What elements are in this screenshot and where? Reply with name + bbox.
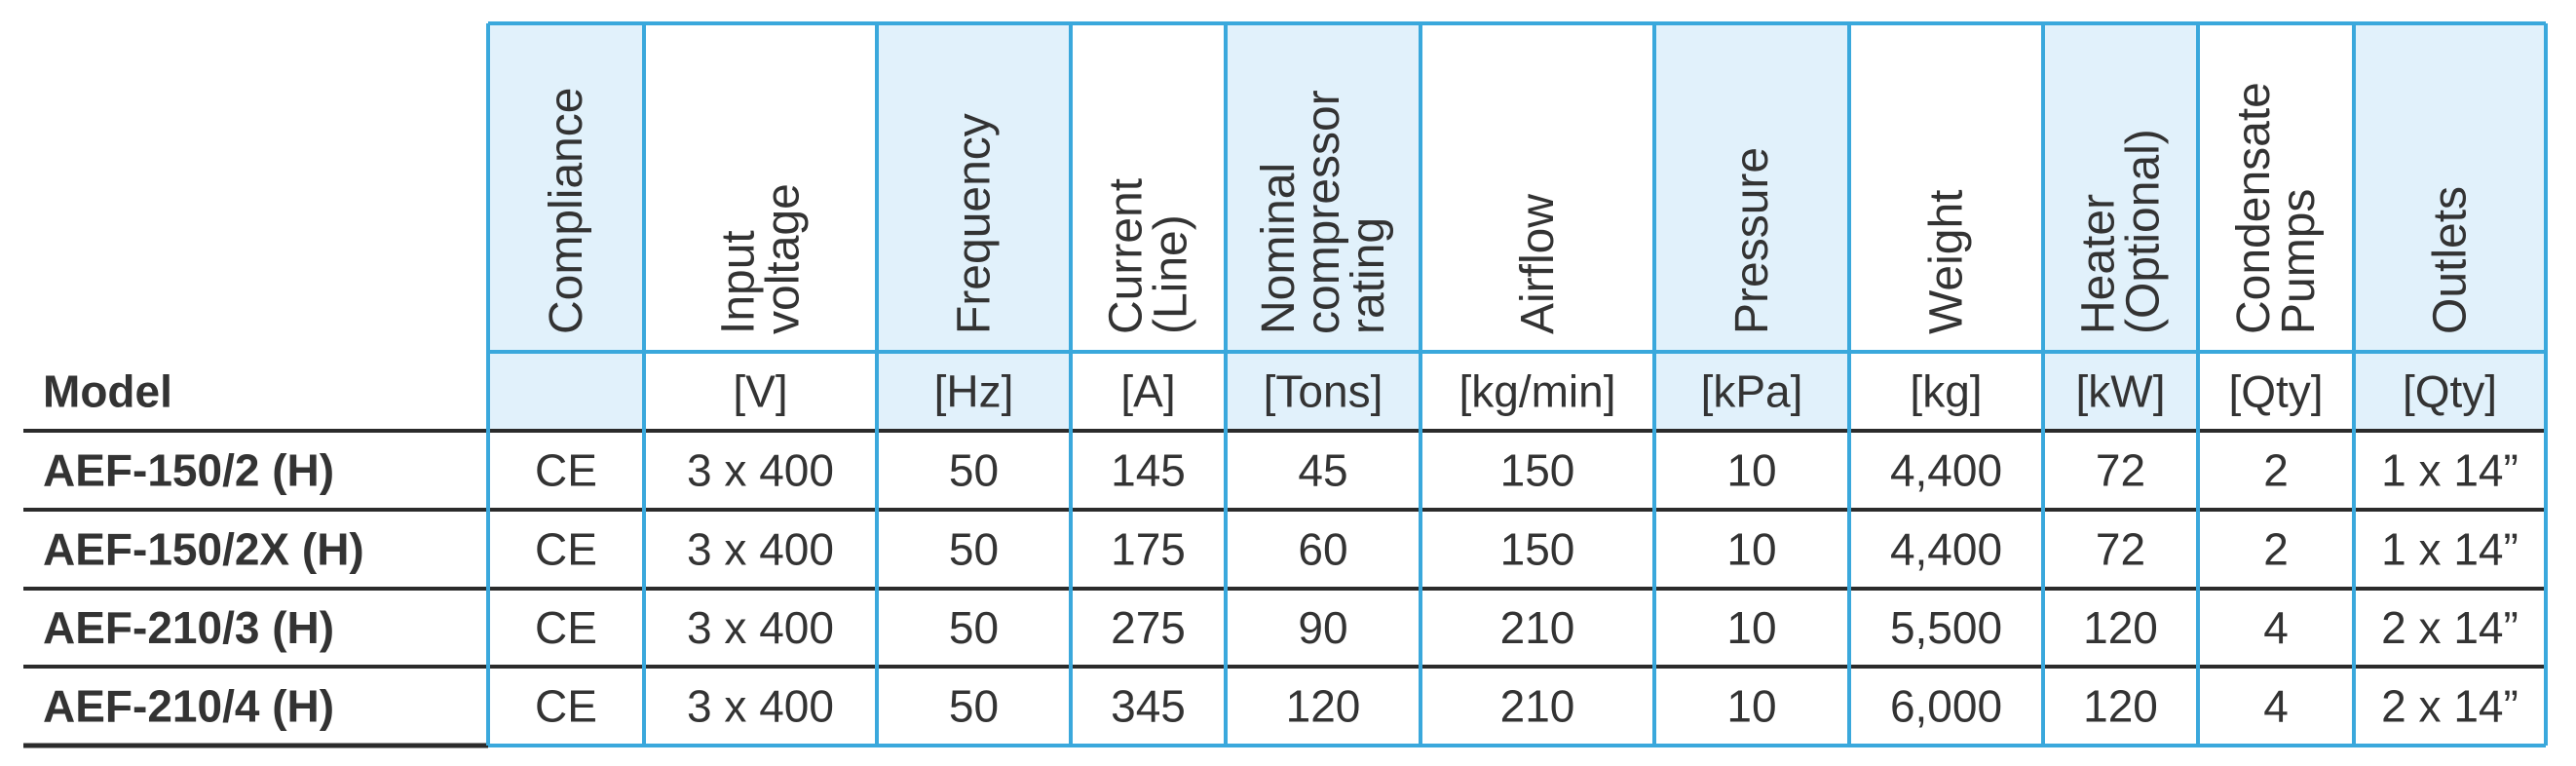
cell-value: 150	[1500, 445, 1575, 496]
model-name: AEF-150/2X (H)	[43, 524, 364, 575]
header-shade	[488, 23, 644, 431]
cell-value: 10	[1726, 524, 1776, 575]
cell-value: 1 x 14”	[2381, 524, 2519, 575]
cell-value: 50	[949, 524, 999, 575]
cell-value: 4,400	[1890, 445, 2002, 496]
column-unit: [Qty]	[2403, 366, 2497, 417]
model-name: AEF-210/3 (H)	[43, 602, 334, 653]
cell-value: 50	[949, 445, 999, 496]
column-unit: [A]	[1120, 366, 1175, 417]
cell-value: 4	[2263, 681, 2289, 732]
column-unit: [Qty]	[2228, 366, 2323, 417]
cell-value: 90	[1298, 602, 1347, 653]
cell-value: 120	[2083, 602, 2158, 653]
header-shade	[877, 23, 1071, 431]
column-unit: [Hz]	[934, 366, 1014, 417]
column-unit: [Tons]	[1264, 366, 1383, 417]
cell-value: 175	[1111, 524, 1186, 575]
cell-value: 60	[1298, 524, 1347, 575]
column-header: Frequency	[948, 113, 1000, 334]
cell-value: 10	[1726, 445, 1776, 496]
cell-value: CE	[535, 602, 597, 653]
cell-value: 2	[2263, 445, 2289, 496]
cell-value: CE	[535, 524, 597, 575]
header-shade	[2043, 23, 2198, 431]
cell-value: 2 x 14”	[2381, 602, 2519, 653]
cell-value: 72	[2096, 445, 2145, 496]
cell-value: 45	[1298, 445, 1347, 496]
cell-value: 10	[1726, 681, 1776, 732]
cell-value: 210	[1500, 602, 1575, 653]
column-header: Current(Line)	[1100, 178, 1196, 334]
cell-value: 3 x 400	[687, 445, 834, 496]
model-name: AEF-150/2 (H)	[43, 445, 334, 496]
cell-value: 275	[1111, 602, 1186, 653]
model-header: Model	[43, 366, 172, 417]
column-unit: [kg/min]	[1458, 366, 1615, 417]
cell-value: CE	[535, 445, 597, 496]
cell-value: 6,000	[1890, 681, 2002, 732]
column-header: Nominalcompressorrating	[1253, 90, 1394, 334]
cell-value: 5,500	[1890, 602, 2002, 653]
cell-value: 2 x 14”	[2381, 681, 2519, 732]
header-shade	[2354, 23, 2546, 431]
column-header: CondensatePumps	[2228, 82, 2325, 334]
column-header: Pressure	[1726, 147, 1778, 334]
column-unit: [kW]	[2076, 366, 2166, 417]
cell-value: 345	[1111, 681, 1186, 732]
cell-value: 120	[1286, 681, 1361, 732]
column-header: Airflow	[1512, 194, 1564, 334]
cell-value: 4	[2263, 602, 2289, 653]
cell-value: 3 x 400	[687, 524, 834, 575]
cell-value: 2	[2263, 524, 2289, 575]
column-header: Compliance	[541, 88, 592, 334]
cell-value: 210	[1500, 681, 1575, 732]
column-unit: [kPa]	[1701, 366, 1803, 417]
header-shade	[1226, 23, 1421, 431]
column-header: Inputvoltage	[712, 183, 809, 334]
column-header: Outlets	[2424, 186, 2476, 334]
cell-value: 1 x 14”	[2381, 445, 2519, 496]
cell-value: 3 x 400	[687, 681, 834, 732]
cell-value: 150	[1500, 524, 1575, 575]
column-unit: [kg]	[1910, 366, 1982, 417]
cell-value: 120	[2083, 681, 2158, 732]
cell-value: 72	[2096, 524, 2145, 575]
column-header: Weight	[1920, 189, 1972, 334]
header-shade	[1654, 23, 1849, 431]
cell-value: 50	[949, 681, 999, 732]
column-header: Heater(Optional)	[2072, 129, 2169, 334]
model-name: AEF-210/4 (H)	[43, 681, 334, 732]
cell-value: 145	[1111, 445, 1186, 496]
cell-value: 4,400	[1890, 524, 2002, 575]
column-unit: [V]	[733, 366, 787, 417]
cell-value: 10	[1726, 602, 1776, 653]
cell-value: CE	[535, 681, 597, 732]
cell-value: 50	[949, 602, 999, 653]
cell-value: 3 x 400	[687, 602, 834, 653]
